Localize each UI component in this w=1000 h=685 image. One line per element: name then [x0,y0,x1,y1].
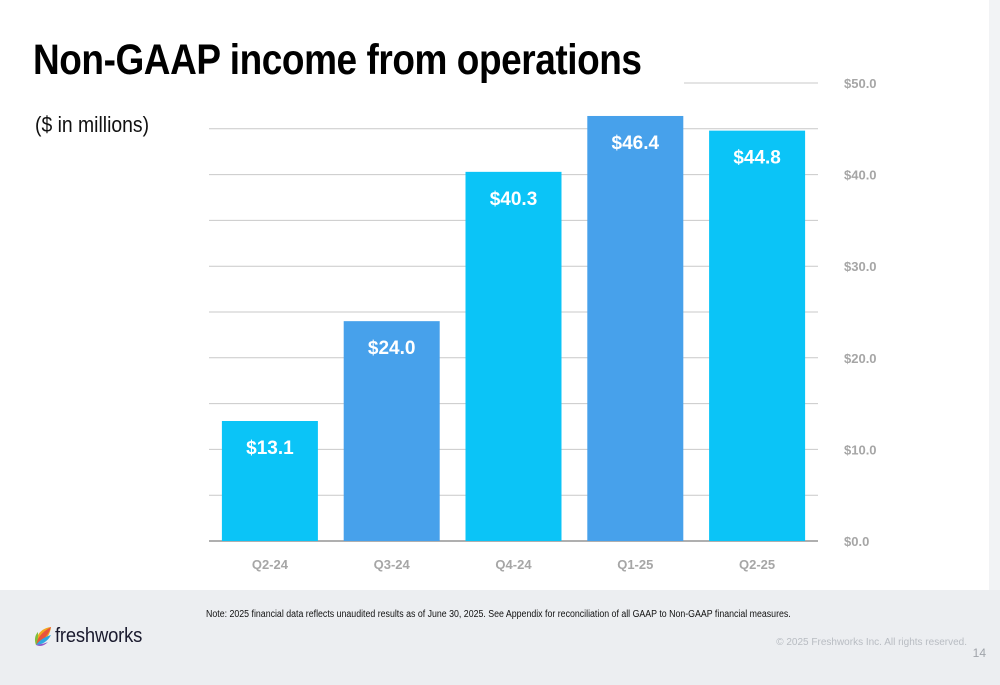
footnote: Note: 2025 financial data reflects unaud… [206,609,791,620]
page-title: Non-GAAP income from operations [33,36,642,84]
right-edge-strip [989,0,1000,685]
x-tick-label: Q3-24 [374,557,411,572]
data-label: $24.0 [368,338,416,359]
x-tick-label: Q1-25 [617,557,653,572]
y-tick-label: $40.0 [844,168,877,183]
x-tick-label: Q2-25 [739,557,775,572]
data-label: $44.8 [733,148,781,169]
bar [465,171,562,542]
y-tick-label: $20.0 [844,351,877,366]
freshworks-logo: freshworks [32,622,150,650]
bar [343,321,440,541]
copyright-text: © 2025 Freshworks Inc. All rights reserv… [776,637,967,648]
y-tick-label: $50.0 [844,76,877,91]
y-tick-label: $30.0 [844,259,877,274]
brand-name: freshworks [55,624,143,647]
data-label: $40.3 [490,189,538,210]
chart-subtitle: ($ in millions) [35,112,150,137]
label-layer: $0.0 $10.0 $20.0 $30.0 $40.0 $50.0 $13.1 Q2-24 $… [246,76,876,572]
page-number: 14 [972,646,986,660]
bar-chart: $0.0 $10.0 $20.0 $30.0 $40.0 $50.0 $13.1 Q2-24 $… [209,76,877,572]
x-tick-label: Q2-24 [252,557,289,572]
data-label: $13.1 [246,438,294,459]
bar-layer [221,115,806,542]
bar [587,115,684,541]
data-label: $46.4 [612,133,660,154]
x-tick-label: Q4-24 [495,557,532,572]
freshworks-logo-icon [34,627,51,646]
footer-bar [0,590,1000,685]
bar [709,130,806,541]
bar [221,421,318,541]
y-tick-label: $0.0 [844,534,869,549]
y-tick-label: $10.0 [844,442,877,457]
